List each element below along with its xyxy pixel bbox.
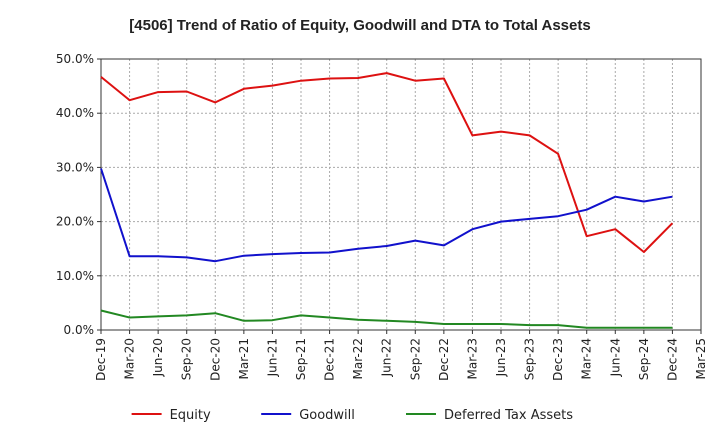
legend-label-2: Deferred Tax Assets bbox=[444, 408, 573, 423]
series-lines bbox=[100, 72, 674, 329]
x-tick-label: Mar-25 bbox=[694, 338, 708, 379]
x-tick-label: Sep-22 bbox=[408, 338, 422, 380]
chart-title: [4506] Trend of Ratio of Equity, Goodwil… bbox=[129, 17, 590, 34]
series-line-0 bbox=[100, 72, 674, 253]
legend: Equity Goodwill Deferred Tax Assets bbox=[131, 408, 573, 423]
y-tick-label: 0.0% bbox=[64, 323, 95, 337]
y-tick-label: 20.0% bbox=[56, 215, 94, 229]
x-tick-label: Jun-23 bbox=[494, 338, 508, 377]
x-tick-label: Jun-24 bbox=[608, 338, 622, 377]
legend-label-1: Goodwill bbox=[299, 408, 355, 423]
x-tick-label: Sep-23 bbox=[523, 338, 537, 380]
x-tick-label: Mar-24 bbox=[580, 338, 594, 379]
x-tick-label: Mar-23 bbox=[465, 338, 479, 379]
series-line-2 bbox=[100, 309, 673, 329]
y-tick-label: 50.0% bbox=[56, 52, 94, 66]
x-tick-label: Dec-20 bbox=[208, 338, 222, 381]
x-tick-label: Mar-20 bbox=[123, 338, 137, 379]
x-tick-label: Jun-21 bbox=[265, 338, 279, 377]
x-tick-label: Dec-23 bbox=[551, 338, 565, 381]
x-tick-label: Sep-20 bbox=[180, 338, 194, 380]
x-tick-label: Jun-20 bbox=[151, 338, 165, 377]
x-tick-label: Sep-21 bbox=[294, 338, 308, 380]
grid-lines bbox=[101, 59, 701, 330]
x-tick-label: Mar-21 bbox=[237, 338, 251, 379]
x-tick-label: Dec-21 bbox=[323, 338, 337, 381]
y-tick-label: 10.0% bbox=[56, 269, 94, 283]
x-tick-label: Dec-22 bbox=[437, 338, 451, 381]
plot-area bbox=[100, 58, 702, 331]
series-line-1 bbox=[100, 168, 673, 263]
y-axis: 0.0% 10.0% 20.0% 30.0% 40.0% 50.0% bbox=[56, 52, 101, 337]
x-tick-label: Jun-22 bbox=[380, 338, 394, 377]
x-tick-label: Dec-19 bbox=[94, 338, 108, 381]
y-tick-label: 30.0% bbox=[56, 160, 94, 174]
legend-label-0: Equity bbox=[170, 408, 211, 423]
y-tick-label: 40.0% bbox=[56, 106, 94, 120]
x-axis: Dec-19 Mar-20 Jun-20 Sep-20 Dec-20 Mar-21 Jun-… bbox=[94, 330, 708, 381]
x-tick-label: Dec-24 bbox=[665, 338, 679, 381]
x-tick-label: Sep-24 bbox=[637, 338, 651, 380]
x-tick-label: Mar-22 bbox=[351, 338, 365, 379]
